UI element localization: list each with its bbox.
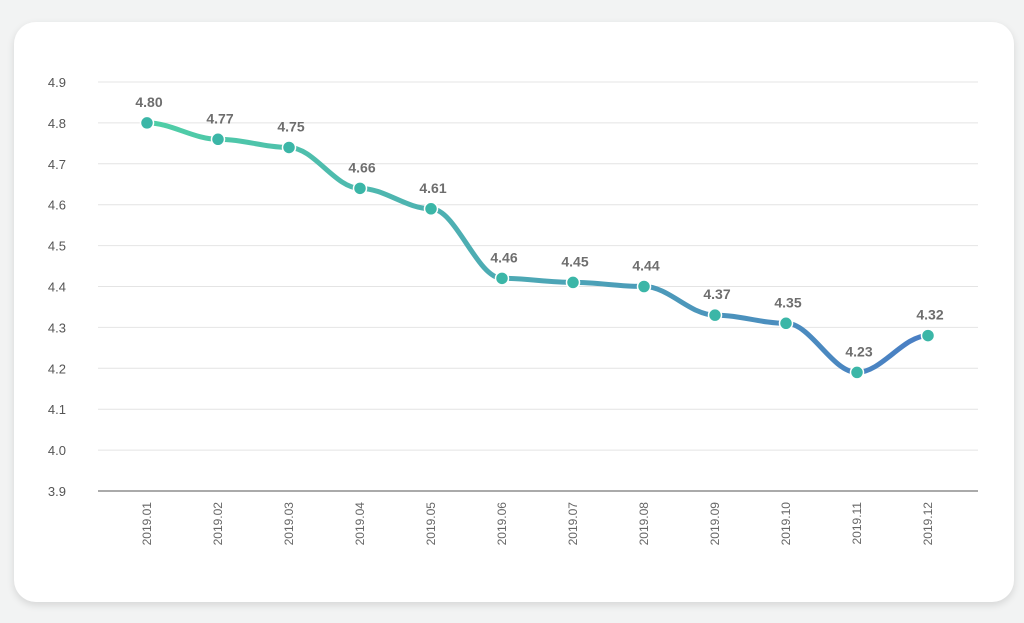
- y-tick-label: 4.9: [48, 75, 66, 90]
- x-tick-label: 2019.07: [566, 502, 580, 546]
- y-tick-label: 3.9: [48, 484, 66, 499]
- data-point: [139, 115, 155, 131]
- x-tick-label: 2019.02: [211, 502, 225, 546]
- x-tick-label: 2019.01: [140, 502, 154, 546]
- data-point: [849, 365, 865, 380]
- data-label: 4.80: [135, 94, 162, 110]
- data-label: 4.61: [419, 180, 446, 196]
- x-tick-label: 2019.03: [282, 502, 296, 546]
- y-tick-label: 4.4: [48, 280, 66, 295]
- data-point: [565, 275, 581, 290]
- y-tick-label: 4.2: [48, 361, 66, 376]
- data-label: 4.45: [561, 253, 588, 269]
- x-tick-label: 2019.08: [637, 502, 651, 546]
- x-axis-ticks: 2019.01 2019.02 2019.03 2019.04 2019.05 2019.…: [140, 502, 935, 546]
- data-point: [494, 271, 510, 286]
- data-label: 4.44: [632, 258, 659, 274]
- x-tick-label: 2019.09: [708, 502, 722, 546]
- data-point: [352, 181, 368, 196]
- data-point: [281, 140, 297, 155]
- data-points: [139, 115, 936, 380]
- data-point: [707, 307, 723, 323]
- data-label: 4.66: [348, 159, 375, 175]
- x-tick-label: 2019.06: [495, 502, 509, 546]
- x-tick-label: 2019.05: [424, 502, 438, 546]
- y-tick-label: 4.8: [48, 116, 66, 131]
- data-label: 4.37: [703, 286, 730, 302]
- y-tick-label: 4.1: [48, 402, 66, 417]
- y-tick-label: 4.6: [48, 198, 66, 213]
- data-point: [636, 279, 652, 294]
- x-tick-label: 2019.10: [779, 502, 793, 546]
- data-label: 4.75: [277, 118, 304, 134]
- data-point: [423, 201, 439, 217]
- data-label: 4.35: [774, 294, 801, 310]
- y-tick-label: 4.7: [48, 157, 66, 172]
- data-point: [778, 316, 794, 331]
- data-label: 4.23: [845, 343, 872, 359]
- data-point: [210, 132, 226, 147]
- data-labels: 4.80 4.77 4.75 4.66 4.61 4.46 4.45 4.44 4.37 4.35…: [135, 94, 943, 359]
- series-line: [144, 120, 931, 375]
- x-tick-label: 2019.04: [353, 502, 367, 546]
- data-label: 4.46: [490, 249, 517, 265]
- y-tick-label: 4.0: [48, 443, 66, 458]
- chart-card: [14, 22, 1014, 602]
- y-axis-ticks: 3.9 4.0 4.1 4.2 4.3 4.4 4.5 4.6 4.7 4.8 4.9: [48, 75, 66, 499]
- data-label: 4.32: [916, 307, 943, 323]
- y-tick-label: 4.5: [48, 239, 66, 254]
- x-tick-label: 2019.12: [921, 502, 935, 546]
- data-label: 4.77: [206, 110, 233, 126]
- data-point: [920, 328, 936, 343]
- gridlines: [98, 81, 978, 451]
- x-tick-label: 2019.11: [850, 502, 864, 545]
- y-tick-label: 4.3: [48, 320, 66, 335]
